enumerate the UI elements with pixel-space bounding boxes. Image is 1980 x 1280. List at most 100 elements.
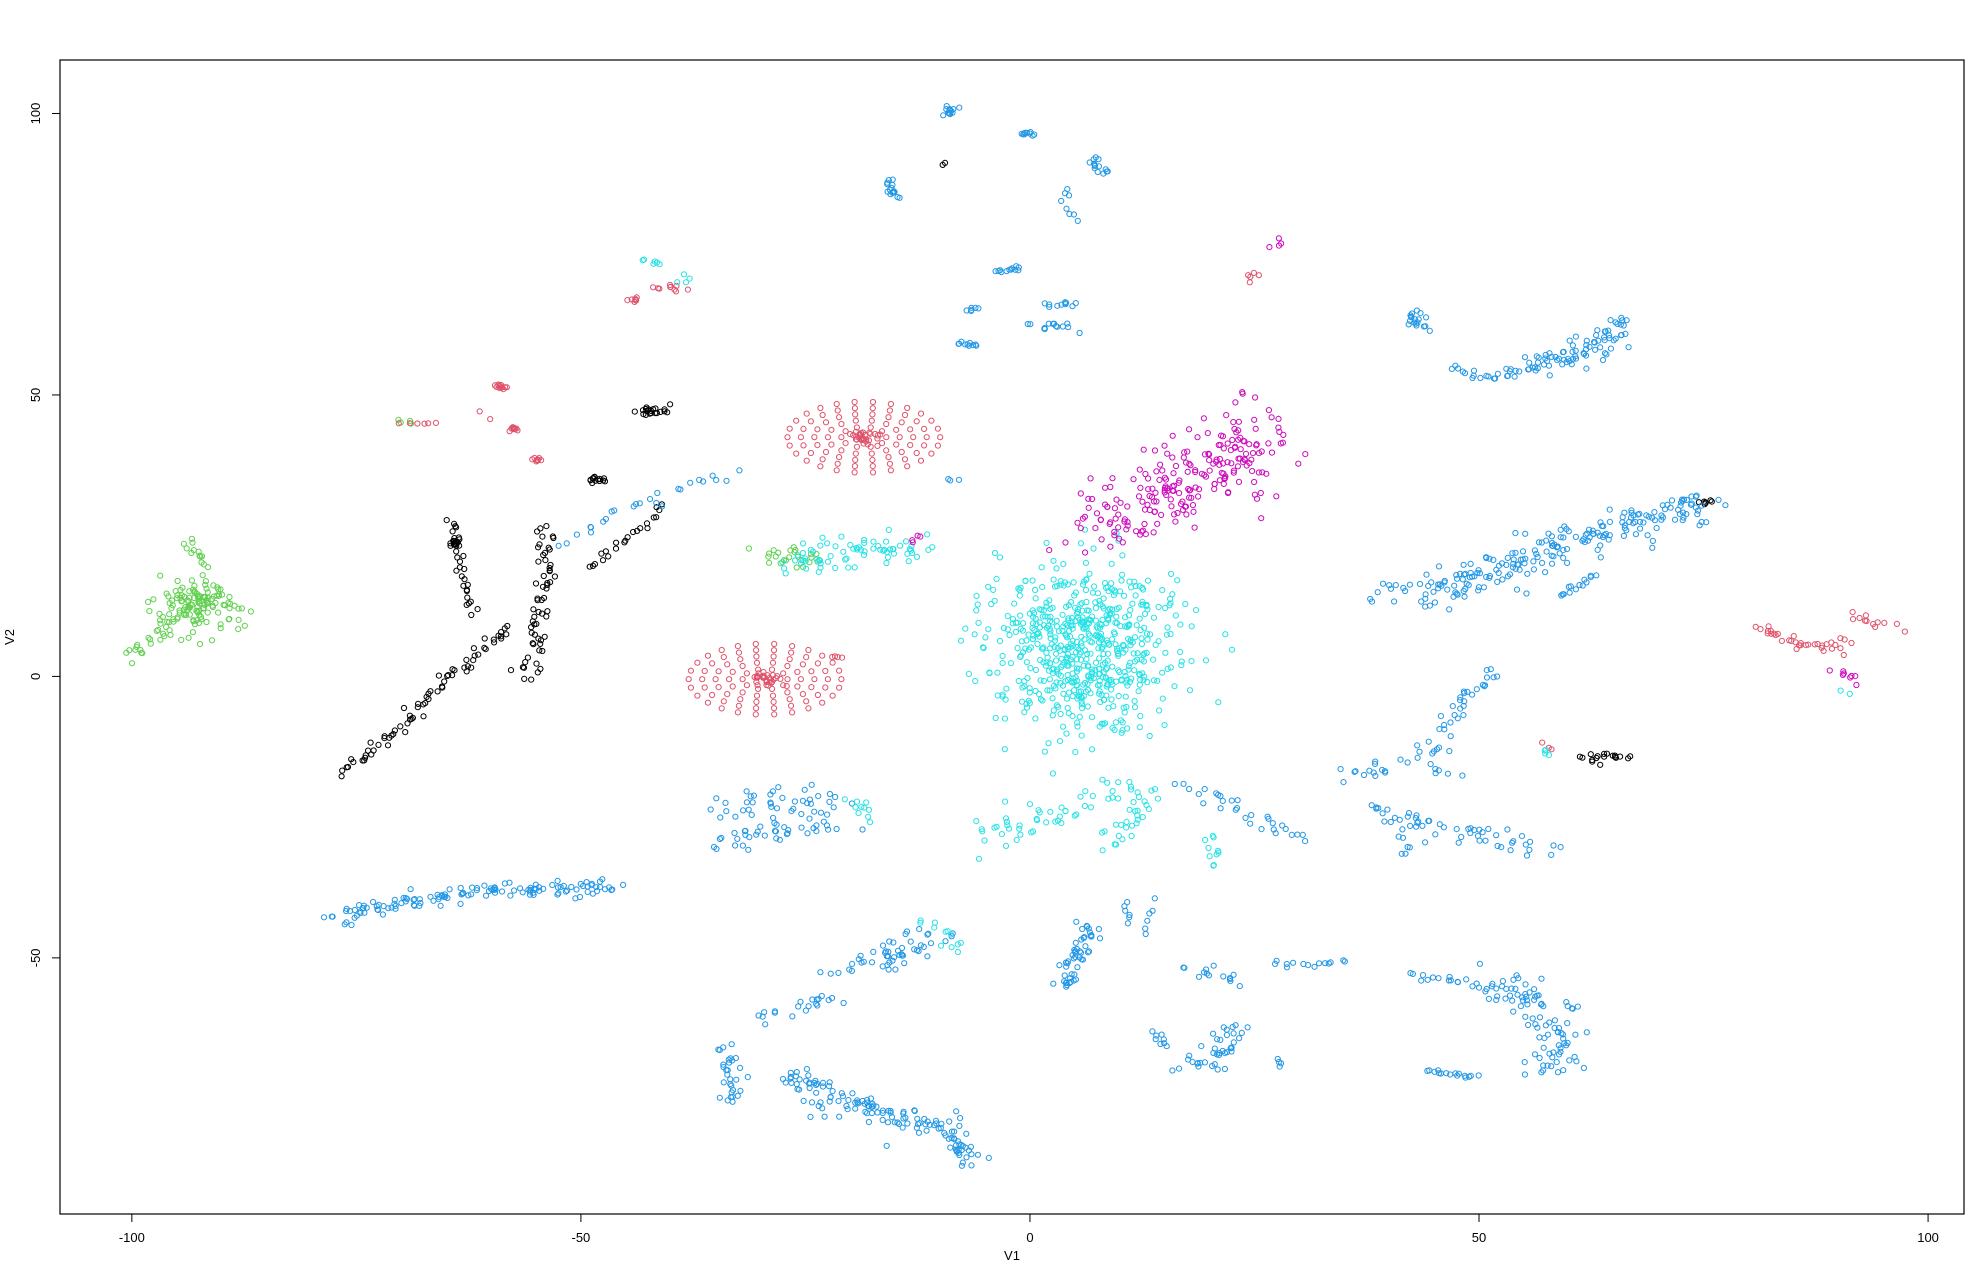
data-point: [1215, 441, 1222, 449]
data-point: [1620, 532, 1628, 540]
data-point: [1273, 957, 1280, 964]
data-point: [1179, 498, 1186, 505]
data-point: [800, 425, 807, 432]
data-point: [1189, 502, 1197, 509]
data-point: [643, 520, 651, 527]
data-point: [718, 705, 725, 712]
data-point: [973, 818, 980, 825]
data-point: [883, 953, 891, 960]
data-point: [1424, 976, 1431, 983]
data-point: [720, 698, 727, 705]
data-point: [1068, 618, 1075, 625]
data-point: [1156, 707, 1163, 714]
data-point: [1621, 522, 1628, 529]
data-point: [667, 401, 674, 408]
data-point: [1083, 656, 1090, 663]
data-point: [1017, 652, 1025, 659]
data-point: [754, 682, 761, 689]
data-point: [829, 692, 836, 699]
x-tick-label: 100: [1917, 1230, 1939, 1245]
data-point: [1426, 327, 1433, 334]
data-point: [1237, 446, 1244, 453]
data-point: [464, 663, 471, 670]
data-point: [1038, 564, 1045, 571]
data-point: [760, 672, 767, 679]
data-point: [1826, 667, 1833, 674]
data-point: [1133, 820, 1140, 827]
data-point: [901, 960, 908, 967]
data-point: [1476, 826, 1483, 833]
data-point: [1031, 626, 1038, 634]
data-point: [654, 489, 661, 497]
data-point: [1228, 797, 1235, 804]
data-point: [955, 1138, 962, 1145]
data-point: [1752, 623, 1759, 630]
data-point: [1422, 591, 1429, 598]
data-point: [1150, 498, 1158, 505]
data-point: [894, 947, 902, 954]
data-point: [1216, 461, 1223, 468]
data-point: [1086, 929, 1094, 936]
data-point: [537, 525, 544, 532]
data-point: [1522, 841, 1529, 848]
data-point: [852, 436, 860, 443]
data-point: [170, 616, 177, 623]
data-point: [1462, 1074, 1469, 1081]
data-point: [870, 538, 877, 545]
data-point: [1525, 366, 1532, 373]
data-point: [1272, 960, 1279, 968]
data-point: [1018, 638, 1026, 645]
data-point: [757, 823, 764, 830]
data-point: [169, 602, 176, 609]
data-point: [126, 647, 133, 654]
data-point: [838, 447, 845, 454]
data-point: [159, 613, 166, 621]
data-point: [1087, 650, 1094, 657]
data-point: [1413, 307, 1421, 314]
data-point: [724, 1071, 731, 1078]
data-point: [166, 611, 173, 618]
data-point: [613, 539, 620, 546]
data-point: [1554, 357, 1561, 364]
data-point: [886, 460, 894, 467]
data-point: [914, 947, 921, 954]
data-point: [539, 533, 546, 540]
data-point: [365, 747, 372, 754]
data-point: [1567, 583, 1574, 590]
data-point: [793, 564, 800, 571]
data-point: [1513, 586, 1521, 593]
data-point: [753, 705, 760, 712]
data-point: [954, 948, 962, 956]
data-point: [197, 613, 204, 621]
data-point: [1540, 1062, 1547, 1069]
data-point: [1036, 633, 1043, 640]
data-point: [781, 824, 788, 831]
data-point: [427, 893, 434, 900]
data-point: [1001, 746, 1008, 753]
data-point: [226, 593, 233, 601]
data-point: [1539, 559, 1546, 567]
data-point: [1124, 920, 1132, 927]
data-point: [1155, 638, 1162, 645]
data-point: [1153, 468, 1160, 475]
data-point: [835, 1098, 842, 1105]
data-point: [1182, 600, 1189, 608]
data-point: [1548, 353, 1555, 360]
data-point: [414, 704, 421, 711]
data-point: [1176, 490, 1183, 497]
data-point: [1084, 680, 1091, 688]
data-point: [416, 902, 423, 910]
data-point: [1172, 612, 1179, 619]
data-point: [1200, 800, 1207, 807]
data-point: [879, 1116, 886, 1124]
data-point: [1050, 980, 1057, 987]
data-point: [857, 952, 864, 959]
data-point: [716, 1094, 723, 1101]
data-point: [443, 517, 450, 524]
data-point: [843, 555, 850, 562]
data-point: [1204, 430, 1211, 437]
data-point: [1186, 1052, 1193, 1059]
data-point: [1530, 558, 1537, 565]
data-point: [755, 666, 762, 673]
data-point: [1597, 554, 1604, 561]
